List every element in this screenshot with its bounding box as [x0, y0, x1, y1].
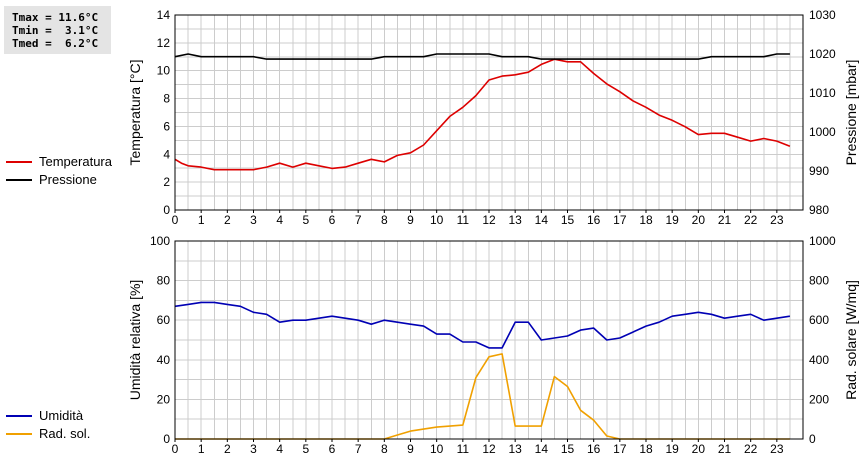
top-y-tick-label: 14 — [157, 8, 171, 22]
bottom-y2-tick-label: 400 — [809, 353, 829, 367]
bottom-x-tick-label: 22 — [744, 442, 758, 456]
top-y2-tick-label: 1010 — [809, 86, 836, 100]
bottom-x-tick-label: 10 — [430, 442, 444, 456]
top-x-tick-label: 8 — [381, 213, 388, 227]
top-y-tick-label: 10 — [157, 64, 171, 78]
stats-tmin: Tmin = 3.1°C — [12, 24, 99, 37]
top-x-tick-label: 5 — [302, 213, 309, 227]
legend-swatch-temperatura — [6, 161, 32, 163]
stats-tmed: Tmed = 6.2°C — [12, 37, 99, 50]
legend-label-temperatura: Temperatura — [39, 154, 112, 169]
bottom-x-tick-label: 11 — [457, 442, 470, 456]
top-x-tick-label: 9 — [407, 213, 414, 227]
legend-swatch-pressione — [6, 179, 32, 181]
bottom-x-tick-label: 19 — [665, 442, 679, 456]
bottom-x-tick-label: 6 — [329, 442, 336, 456]
bottom-y-tick-label: 40 — [157, 353, 171, 367]
top-y2-tick-label: 980 — [809, 203, 829, 217]
bottom-x-tick-label: 1 — [198, 442, 205, 456]
top-y2-tick-label: 1030 — [809, 8, 836, 22]
top-x-tick-label: 10 — [430, 213, 444, 227]
bottom-x-tick-label: 3 — [250, 442, 257, 456]
bottom-x-tick-label: 5 — [302, 442, 309, 456]
bottom-x-tick-label: 8 — [381, 442, 388, 456]
bottom-x-tick-label: 18 — [639, 442, 653, 456]
top-y-tick-label: 4 — [163, 147, 170, 161]
top-x-tick-label: 0 — [172, 213, 179, 227]
bottom-y-tick-label: 100 — [150, 234, 170, 248]
top-x-tick-label: 19 — [665, 213, 679, 227]
legend-label-rad-sol: Rad. sol. — [39, 426, 91, 441]
bottom-y-axis-title: Umidità relativa [%] — [127, 280, 143, 401]
top-series-1-line — [174, 53, 790, 60]
top-y-tick-label: 2 — [163, 175, 170, 189]
top-x-tick-label: 18 — [639, 213, 653, 227]
top-y-tick-label: 12 — [157, 36, 171, 50]
bottom-x-tick-label: 4 — [276, 442, 283, 456]
legend-swatch-rad-sol — [6, 433, 32, 435]
top-x-tick-label: 1 — [198, 213, 205, 227]
top-x-tick-label: 16 — [587, 213, 601, 227]
bottom-y-tick-label: 60 — [157, 313, 171, 327]
bottom-x-tick-label: 14 — [535, 442, 549, 456]
bottom-y2-tick-label: 800 — [809, 274, 829, 288]
stats-tmax: Tmax = 11.6°C — [12, 11, 99, 24]
legend-label-pressione: Pressione — [39, 172, 97, 187]
legend-label-umidita: Umidità — [39, 408, 84, 423]
legend-swatch-umidita — [6, 415, 32, 417]
top-y2-tick-label: 990 — [809, 164, 829, 178]
bottom-x-tick-label: 23 — [770, 442, 784, 456]
bottom-x-tick-label: 21 — [718, 442, 732, 456]
bottom-x-tick-label: 12 — [482, 442, 496, 456]
top-x-tick-label: 17 — [613, 213, 627, 227]
bottom-x-tick-label: 15 — [561, 442, 575, 456]
top-y2-tick-label: 1000 — [809, 125, 836, 139]
top-x-tick-label: 12 — [482, 213, 496, 227]
top-x-tick-label: 22 — [744, 213, 758, 227]
top-y-axis-title: Temperatura [°C] — [127, 60, 143, 166]
bottom-x-tick-label: 16 — [587, 442, 601, 456]
bottom-x-tick-label: 0 — [172, 442, 179, 456]
bottom-y-tick-label: 0 — [163, 432, 170, 446]
bottom-y2-axis-title: Rad. solare [W/mq] — [843, 280, 859, 400]
bottom-y2-tick-label: 200 — [809, 392, 829, 406]
bottom-y-tick-label: 20 — [157, 392, 171, 406]
top-x-tick-label: 14 — [535, 213, 549, 227]
top-series-0-line — [174, 58, 791, 171]
bottom-y2-tick-label: 1000 — [809, 234, 836, 248]
top-y-tick-label: 0 — [163, 203, 170, 217]
top-x-tick-label: 4 — [276, 213, 283, 227]
top-x-tick-label: 3 — [250, 213, 257, 227]
bottom-series-0-line — [174, 301, 791, 349]
top-x-tick-label: 11 — [457, 213, 470, 227]
bottom-y2-tick-label: 600 — [809, 313, 829, 327]
bottom-x-tick-label: 13 — [508, 442, 522, 456]
top-y2-tick-label: 1020 — [809, 47, 836, 61]
top-x-tick-label: 23 — [770, 213, 784, 227]
top-y-tick-label: 8 — [163, 92, 170, 106]
top-x-tick-label: 6 — [329, 213, 336, 227]
top-x-tick-label: 21 — [718, 213, 732, 227]
bottom-x-tick-label: 7 — [355, 442, 362, 456]
top-x-tick-label: 2 — [224, 213, 231, 227]
top-x-tick-label: 20 — [692, 213, 706, 227]
bottom-x-tick-label: 2 — [224, 442, 231, 456]
stats-box: Tmax = 11.6°C Tmin = 3.1°C Tmed = 6.2°C — [4, 6, 111, 54]
top-y2-axis-title: Pressione [mbar] — [843, 60, 859, 166]
bottom-y2-tick-label: 0 — [809, 432, 816, 446]
bottom-x-tick-label: 9 — [407, 442, 414, 456]
top-x-tick-label: 13 — [508, 213, 522, 227]
bottom-y-tick-label: 80 — [157, 274, 171, 288]
bottom-x-tick-label: 20 — [692, 442, 706, 456]
bottom-x-tick-label: 17 — [613, 442, 627, 456]
top-y-tick-label: 6 — [163, 119, 170, 133]
top-x-tick-label: 15 — [561, 213, 575, 227]
top-x-tick-label: 7 — [355, 213, 362, 227]
